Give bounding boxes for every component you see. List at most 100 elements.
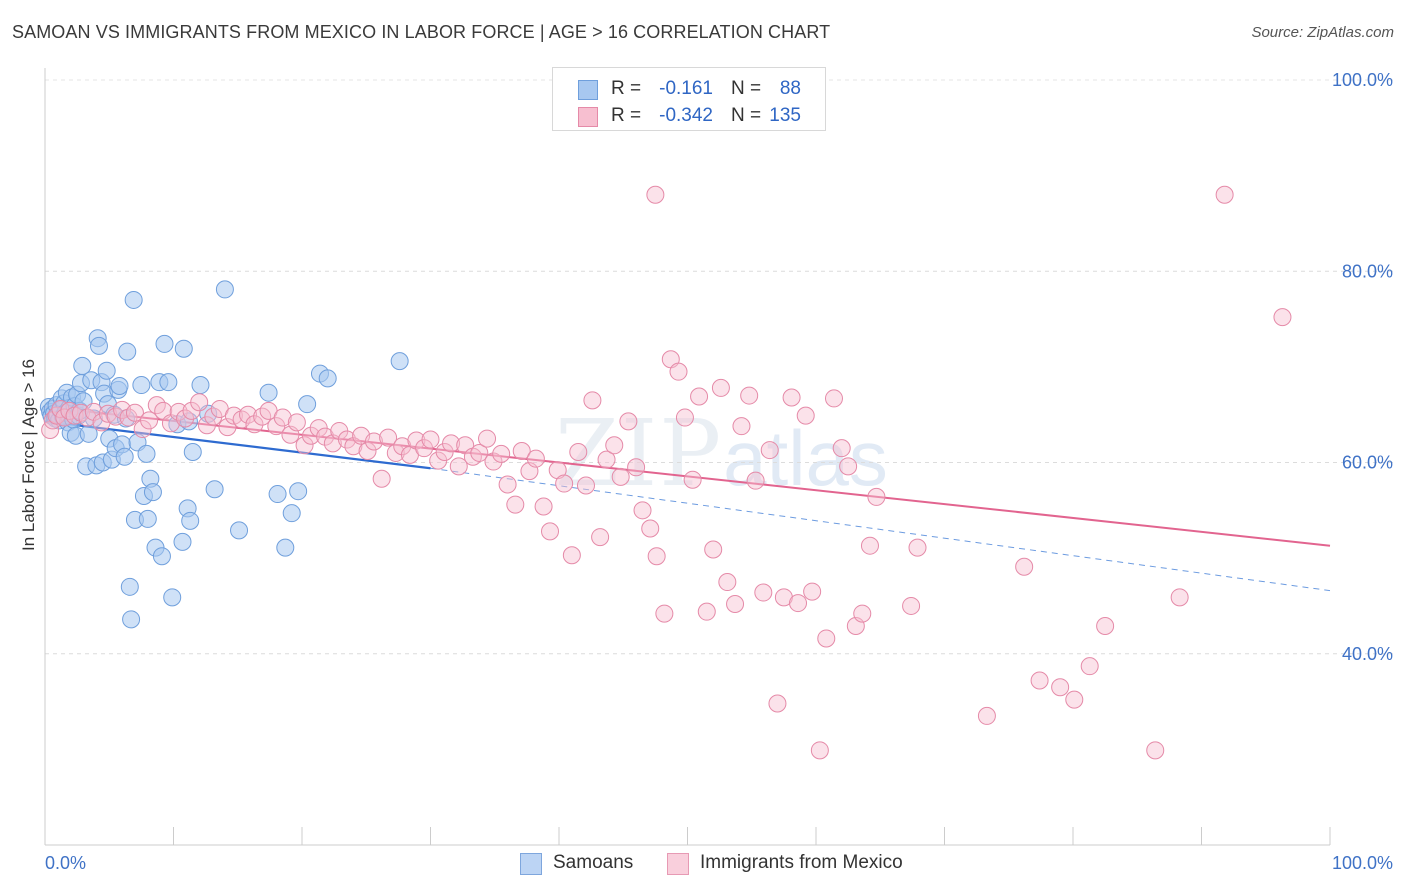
- legend-n-value: 88: [779, 78, 801, 99]
- mexico-point: [867, 487, 886, 506]
- mexico-point: [534, 497, 553, 516]
- mexico-point: [832, 439, 851, 458]
- legend-r-value: -0.342: [659, 105, 713, 126]
- mexico-point: [239, 405, 258, 424]
- bottom-legend-label-mexico: Immigrants from Mexico: [700, 852, 903, 873]
- samoan-point: [122, 610, 141, 629]
- mexico-point: [675, 408, 694, 427]
- mexico-point: [760, 441, 779, 460]
- samoan-point: [282, 504, 301, 523]
- mexico-point: [169, 402, 188, 421]
- mexico-point: [611, 467, 630, 486]
- y-tick-label: 60.0%: [1342, 453, 1393, 473]
- mexico-point: [746, 471, 765, 490]
- samoan-point: [205, 480, 224, 499]
- correlation-legend: R = -0.161 N = 88 R = -0.342 N = 135: [552, 67, 826, 131]
- mexico-point: [633, 501, 652, 520]
- y-axis-title: In Labor Force | Age > 16: [19, 358, 38, 552]
- mexico-point: [605, 436, 624, 455]
- mexico-point: [301, 426, 320, 445]
- samoan-point: [143, 483, 162, 502]
- mexico-point: [796, 406, 815, 425]
- samoan-point: [215, 280, 234, 299]
- mexico-point: [470, 443, 489, 462]
- samoan-point: [289, 482, 308, 501]
- mexico-point: [541, 522, 560, 541]
- samoan-point: [73, 356, 92, 375]
- mexico-point: [498, 475, 517, 494]
- legend-swatch-mexico: [578, 107, 598, 127]
- mexico-point: [569, 442, 588, 461]
- chart-title: SAMOAN VS IMMIGRANTS FROM MEXICO IN LABO…: [12, 22, 831, 42]
- mexico-point: [824, 389, 843, 408]
- mexico-point: [506, 495, 525, 514]
- bottom-legend-swatch-mexico: [667, 853, 689, 875]
- x-tick-label: 100.0%: [1332, 853, 1393, 873]
- samoan-point: [298, 395, 317, 414]
- mexico-point: [853, 604, 872, 623]
- mexico-point: [1015, 557, 1034, 576]
- mexico-point: [562, 546, 581, 565]
- mexico-point: [704, 540, 723, 559]
- samoan-point: [152, 547, 171, 566]
- mexico-point: [1030, 671, 1049, 690]
- mexico-point: [1273, 308, 1292, 327]
- mexico-point: [1065, 690, 1084, 709]
- mexico-point: [655, 604, 674, 623]
- legend-n-label: N =: [731, 105, 762, 126]
- mexico-point: [379, 428, 398, 447]
- samoan-point: [390, 352, 409, 371]
- mexico-point: [902, 596, 921, 615]
- mexico-point: [768, 694, 787, 713]
- mexico-point: [646, 185, 665, 204]
- samoan-point: [174, 339, 193, 358]
- samoan-point: [132, 376, 151, 395]
- mexico-point: [125, 403, 144, 422]
- samoan-point: [259, 383, 278, 402]
- mexico-point: [803, 582, 822, 601]
- mexico-point: [740, 386, 759, 405]
- samoan-point: [268, 485, 287, 504]
- samoan-point: [118, 342, 137, 361]
- mexico-point: [690, 387, 709, 406]
- samoan-point: [276, 538, 295, 557]
- y-tick-label: 40.0%: [1342, 644, 1393, 664]
- mexico-point: [344, 437, 363, 456]
- samoan-point: [89, 336, 108, 355]
- legend-n-value: 135: [769, 105, 801, 126]
- mexico-point: [358, 442, 377, 461]
- samoan-point: [318, 369, 337, 388]
- mexico-point: [1096, 617, 1115, 636]
- mexico-point: [407, 431, 426, 450]
- legend-r-value: -0.161: [659, 78, 713, 99]
- samoan-trend-extension: [430, 467, 1331, 592]
- mexico-point: [555, 474, 574, 493]
- mexico-point: [817, 629, 836, 648]
- mexico-point: [576, 476, 595, 495]
- y-tick-label: 80.0%: [1342, 261, 1393, 281]
- mexico-point: [337, 430, 356, 449]
- samoan-point: [124, 290, 143, 309]
- mexico-point: [176, 409, 195, 428]
- mexico-point: [287, 413, 306, 432]
- mexico-point: [627, 458, 646, 477]
- samoan-point: [173, 532, 192, 551]
- mexico-point: [669, 362, 688, 381]
- mexico-point: [218, 418, 237, 437]
- samoan-point: [191, 376, 210, 395]
- samoan-point: [159, 373, 178, 392]
- mexico-point: [526, 449, 545, 468]
- mexico-point: [591, 528, 610, 547]
- mexico-point: [421, 430, 440, 449]
- mexico-point: [273, 408, 292, 427]
- mexico-point: [977, 706, 996, 725]
- mexico-point: [484, 452, 503, 471]
- x-tick-label: 0.0%: [45, 853, 86, 873]
- mexico-point: [372, 469, 391, 488]
- samoan-point: [137, 444, 156, 463]
- mexico-point: [860, 536, 879, 555]
- mexico-point: [839, 457, 858, 476]
- mexico-point: [478, 429, 497, 448]
- mexico-point: [492, 444, 511, 463]
- legend-r-label: R =: [611, 105, 642, 126]
